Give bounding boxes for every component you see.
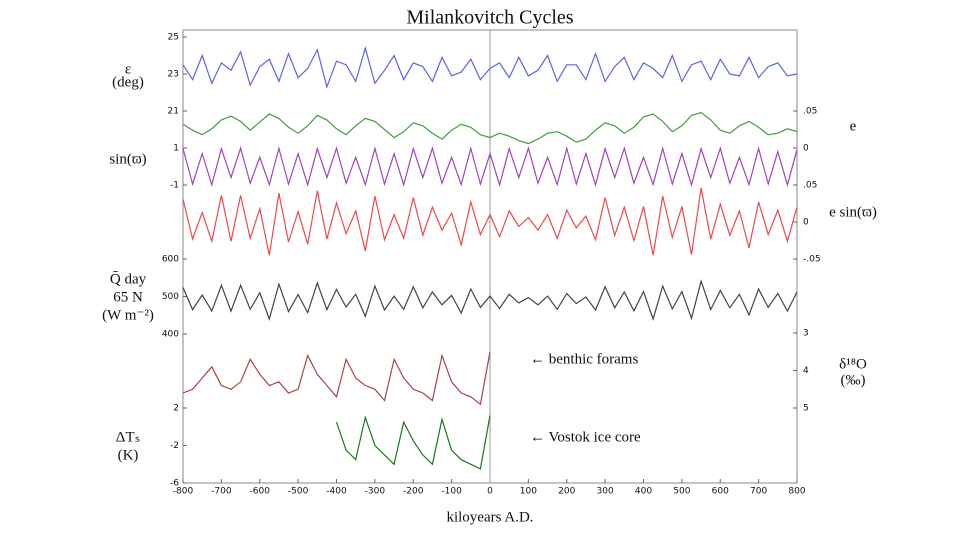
x-tick-label: 300 bbox=[597, 487, 614, 497]
x-tick-label: -600 bbox=[250, 487, 271, 497]
data-line bbox=[182, 351, 491, 406]
x-tick-label: -300 bbox=[365, 487, 386, 497]
annotation: ← benthic forams bbox=[530, 351, 638, 367]
y-tick-label: -1 bbox=[170, 181, 179, 191]
y-tick-label: 400 bbox=[162, 330, 179, 340]
y-axis-label: Q̄ day bbox=[110, 271, 147, 287]
y-tick-label: -2 bbox=[170, 441, 179, 451]
y-axis-label: e sin(ϖ) bbox=[829, 204, 877, 220]
y-tick-label: 25 bbox=[168, 33, 179, 43]
y-tick-label: 600 bbox=[162, 255, 179, 265]
y-axis-label: δ¹⁸O bbox=[839, 356, 867, 372]
y-tick-label: 5 bbox=[803, 404, 809, 414]
y-tick-label: 3 bbox=[803, 329, 809, 339]
x-tick-label: -800 bbox=[173, 487, 194, 497]
y-tick-label: 500 bbox=[162, 292, 179, 302]
x-axis-label: kiloyears A.D. bbox=[446, 509, 533, 525]
x-tick-label: 800 bbox=[788, 487, 805, 497]
data-line bbox=[182, 187, 798, 256]
y-axis-label: (K) bbox=[118, 447, 139, 463]
x-tick-label: -200 bbox=[403, 487, 424, 497]
y-tick-label: 0 bbox=[803, 144, 809, 154]
y-axis-label: 65 N bbox=[113, 289, 143, 305]
y-tick-label: -.05 bbox=[803, 255, 821, 265]
x-tick-label: 700 bbox=[750, 487, 767, 497]
data-line bbox=[182, 111, 798, 145]
data-line bbox=[182, 146, 798, 188]
data-line bbox=[182, 278, 798, 321]
x-tick-label: 100 bbox=[520, 487, 537, 497]
y-axis-label: (deg) bbox=[112, 74, 144, 90]
y-tick-label: 1 bbox=[173, 144, 179, 154]
y-tick-label: 21 bbox=[168, 107, 179, 117]
x-tick-label: 600 bbox=[712, 487, 729, 497]
y-axis-label: e bbox=[850, 118, 857, 134]
x-tick-label: 0 bbox=[487, 487, 493, 497]
data-line bbox=[335, 415, 491, 470]
y-tick-label: .05 bbox=[803, 107, 817, 117]
y-tick-label: 2 bbox=[173, 404, 179, 414]
data-line bbox=[182, 45, 798, 89]
y-axis-label: ΔTₛ bbox=[116, 429, 140, 445]
x-tick-label: 200 bbox=[558, 487, 575, 497]
x-tick-label: -500 bbox=[288, 487, 309, 497]
y-tick-label: 0 bbox=[803, 218, 809, 228]
y-tick-label: 23 bbox=[168, 70, 179, 80]
y-tick-label: .05 bbox=[803, 181, 817, 191]
x-tick-label: 400 bbox=[635, 487, 652, 497]
x-tick-label: -400 bbox=[326, 487, 347, 497]
y-tick-label: 4 bbox=[803, 366, 809, 376]
y-axis-label: (‰) bbox=[841, 372, 866, 388]
y-axis-label: sin(ϖ) bbox=[109, 151, 146, 167]
x-tick-label: -700 bbox=[211, 487, 232, 497]
x-tick-label: -100 bbox=[441, 487, 462, 497]
y-axis-label: ε bbox=[125, 61, 131, 77]
chart-title: Milankovitch Cycles bbox=[406, 7, 573, 29]
x-tick-label: 500 bbox=[673, 487, 690, 497]
y-axis-label: (W m⁻²) bbox=[102, 307, 154, 323]
y-tick-label: -6 bbox=[170, 479, 179, 489]
annotation: ← Vostok ice core bbox=[530, 429, 641, 445]
